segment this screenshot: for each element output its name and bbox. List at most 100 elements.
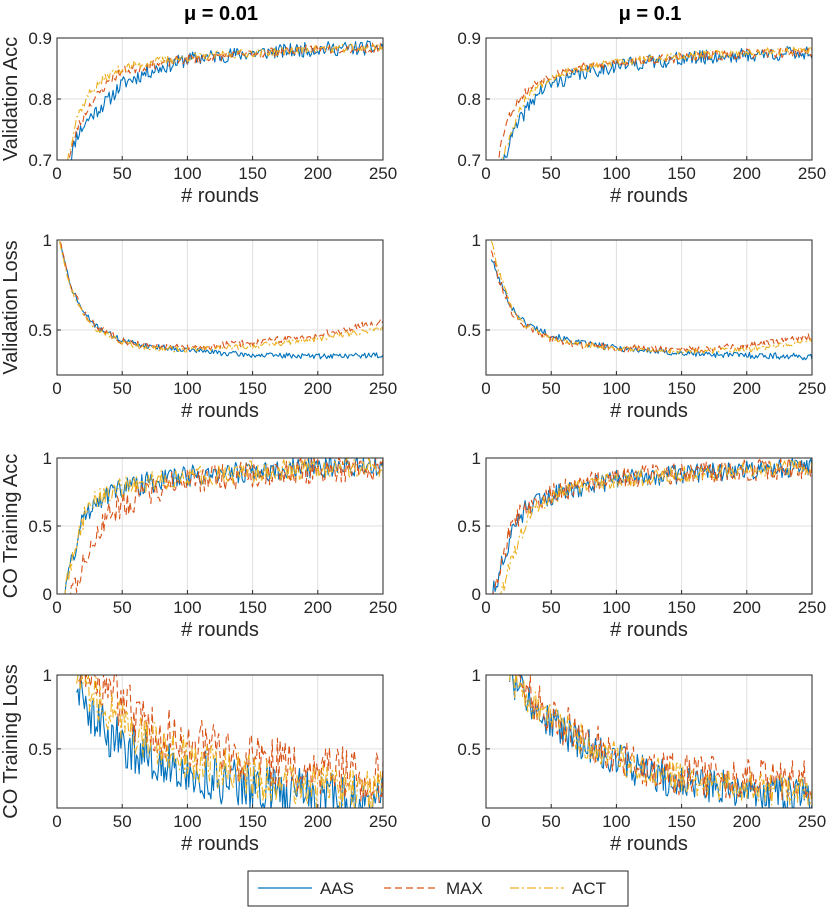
- legend-label-aas: AAS: [320, 879, 354, 898]
- legend-label-max: MAX: [446, 879, 483, 898]
- axes-box: [485, 674, 813, 809]
- x-tick-label: 100: [173, 812, 201, 831]
- x-tick-label: 200: [733, 598, 761, 617]
- series-line-aas: [490, 259, 812, 361]
- x-tick-label: 100: [602, 812, 630, 831]
- x-tick-label: 150: [667, 379, 695, 398]
- x-tick-label: 200: [733, 812, 761, 831]
- series-line-max: [490, 250, 812, 354]
- x-tick-label: 50: [542, 164, 561, 183]
- x-axis-label: # rounds: [181, 185, 259, 207]
- x-tick-label: 0: [481, 379, 490, 398]
- y-tick-label: 1: [472, 666, 481, 685]
- y-tick-label: 0.5: [457, 740, 481, 759]
- x-tick-label: 200: [304, 812, 332, 831]
- x-tick-label: 0: [481, 598, 490, 617]
- series-line-act: [64, 458, 383, 594]
- x-tick-label: 150: [238, 812, 266, 831]
- series-line-max: [68, 42, 383, 160]
- x-axis-label: # rounds: [610, 185, 688, 207]
- y-axis-label: CO Training Loss: [0, 664, 22, 819]
- x-tick-label: 250: [798, 812, 826, 831]
- y-tick-label: 1: [472, 449, 481, 468]
- x-tick-label: 200: [733, 379, 761, 398]
- x-tick-label: 150: [238, 379, 266, 398]
- x-tick-label: 200: [304, 164, 332, 183]
- series-line-act: [500, 45, 812, 160]
- x-tick-label: 200: [304, 379, 332, 398]
- x-tick-label: 50: [113, 812, 132, 831]
- x-tick-label: 0: [481, 812, 490, 831]
- axes-box: [56, 674, 384, 809]
- series-line-act: [508, 675, 812, 807]
- series-line-aas: [508, 675, 812, 808]
- y-axis-label: Validation Loss: [0, 240, 22, 374]
- panel-co-loss-mu001: 0 50 100 150 200 250 0.5 1 # rounds CO Training L…: [0, 664, 397, 855]
- y-tick-label: 0.7: [457, 151, 481, 170]
- y-tick-label: 1: [472, 231, 481, 250]
- x-axis-label: # rounds: [181, 833, 259, 855]
- x-tick-label: 100: [173, 598, 201, 617]
- x-tick-label: 250: [798, 598, 826, 617]
- x-tick-label: 0: [52, 598, 61, 617]
- panel-co-loss-mu01: 0 50 100 150 200 250 0.5 1 # rounds: [457, 666, 826, 855]
- panel-co-acc-mu01: 0 50 100 150 200 250 0 0.5 1 # rounds: [457, 449, 826, 641]
- y-tick-label: 0.5: [457, 517, 481, 536]
- x-tick-label: 100: [602, 379, 630, 398]
- x-axis-label: # rounds: [610, 833, 688, 855]
- series-line-aas: [59, 241, 383, 360]
- series-line-max: [59, 241, 383, 351]
- series-line-act: [76, 675, 383, 808]
- x-tick-label: 150: [667, 812, 695, 831]
- x-tick-label: 150: [667, 598, 695, 617]
- y-tick-label: 0.5: [457, 321, 481, 340]
- series-line-max: [508, 675, 812, 801]
- y-tick-label: 0.5: [28, 321, 52, 340]
- series-line-aas: [500, 46, 812, 160]
- x-tick-label: 0: [52, 164, 61, 183]
- column-title-mu-01: μ = 0.1: [619, 3, 682, 25]
- x-tick-label: 100: [173, 164, 201, 183]
- y-tick-label: 0.5: [28, 740, 52, 759]
- x-tick-label: 100: [602, 598, 630, 617]
- x-axis-label: # rounds: [181, 400, 259, 422]
- series-line-act: [490, 240, 812, 355]
- series-line-act: [67, 43, 383, 160]
- x-tick-label: 200: [304, 598, 332, 617]
- panel-val-acc-mu001: 0 50 100 150 200 250 0.7 0.8 0.9 # rounds Validati…: [0, 29, 397, 207]
- series-line-act: [59, 241, 383, 353]
- y-axis-label: Validation Acc: [0, 37, 22, 161]
- x-tick-label: 0: [52, 812, 61, 831]
- x-tick-label: 250: [369, 164, 397, 183]
- x-axis-label: # rounds: [610, 400, 688, 422]
- panel-val-loss-mu01: 0 50 100 150 200 250 0.5 1 # rounds: [457, 231, 826, 422]
- x-tick-label: 250: [798, 379, 826, 398]
- x-tick-label: 50: [113, 164, 132, 183]
- series-line-act: [500, 459, 812, 594]
- x-tick-label: 150: [238, 164, 266, 183]
- x-tick-label: 250: [369, 598, 397, 617]
- x-tick-label: 50: [113, 379, 132, 398]
- y-tick-label: 1: [43, 449, 52, 468]
- x-tick-label: 200: [733, 164, 761, 183]
- legend: AAS MAX ACT: [247, 870, 629, 907]
- x-tick-label: 50: [542, 379, 561, 398]
- x-tick-label: 50: [542, 598, 561, 617]
- x-tick-label: 0: [481, 164, 490, 183]
- axes-box: [485, 239, 813, 376]
- y-tick-label: 0: [472, 585, 481, 604]
- x-axis-label: # rounds: [181, 619, 259, 641]
- panel-co-acc-mu001: 0 50 100 150 200 250 0 0.5 1 # rounds CO Training …: [0, 449, 397, 641]
- y-tick-label: 1: [43, 231, 52, 250]
- y-tick-label: 0.7: [28, 151, 52, 170]
- y-tick-label: 1: [43, 666, 52, 685]
- y-tick-label: 0.8: [28, 90, 52, 109]
- series-line-aas: [76, 675, 383, 808]
- x-tick-label: 250: [369, 812, 397, 831]
- x-tick-label: 100: [602, 164, 630, 183]
- x-tick-label: 250: [369, 379, 397, 398]
- axes-box: [56, 239, 384, 376]
- legend-label-act: ACT: [572, 879, 606, 898]
